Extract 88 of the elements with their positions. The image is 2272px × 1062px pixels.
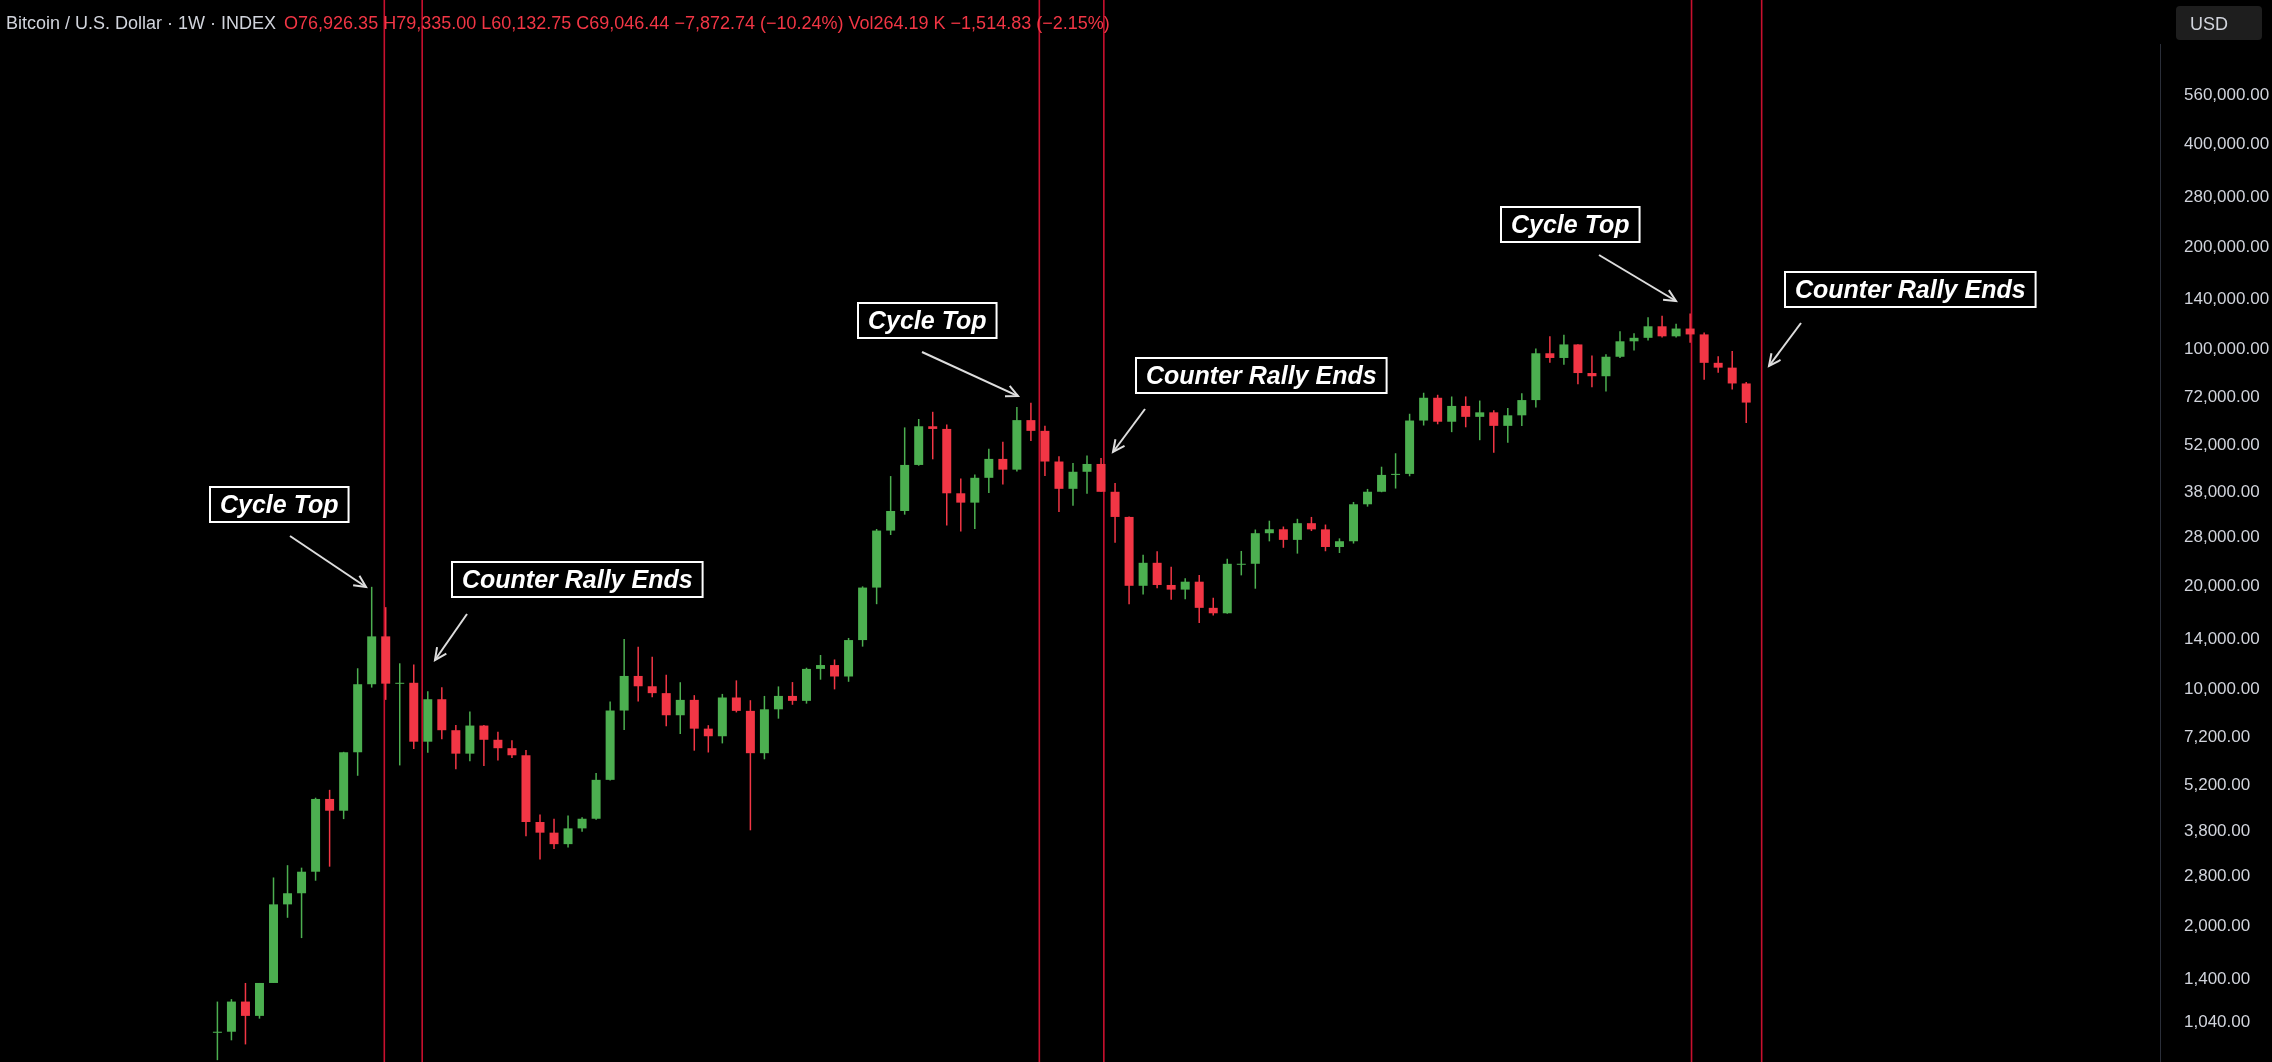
candlestick	[1503, 407, 1513, 444]
candlestick	[479, 724, 489, 767]
candlestick	[1236, 550, 1246, 577]
candlestick	[1433, 394, 1443, 426]
candlestick	[1559, 334, 1569, 366]
candlestick	[1517, 392, 1527, 427]
candlestick	[283, 864, 293, 919]
y-tick-label: 7,200.00	[2184, 726, 2251, 746]
candlestick	[549, 817, 559, 850]
y-tick-label: 400,000.00	[2184, 134, 2270, 154]
candlestick	[1727, 350, 1737, 391]
candlestick	[1264, 519, 1274, 543]
candlestick	[633, 645, 643, 703]
y-tick-label: 20,000.00	[2184, 576, 2260, 596]
candlestick	[787, 681, 797, 706]
candlestick	[1292, 518, 1302, 555]
y-tick-label: 10,000.00	[2184, 678, 2260, 698]
candlestick	[675, 681, 685, 735]
y-tick-label: 38,000.00	[2184, 481, 2260, 501]
y-tick-label: 100,000.00	[2184, 338, 2270, 358]
annotation: Counter Rally Ends	[1146, 361, 1377, 389]
candlestick	[731, 679, 741, 714]
candlestick	[816, 654, 826, 681]
candlestick	[1545, 335, 1555, 364]
candlestick	[1068, 462, 1078, 507]
y-tick-label: 14,000.00	[2184, 628, 2260, 648]
candlestick	[1489, 409, 1499, 454]
y-tick-label: 5,200.00	[2184, 774, 2251, 794]
candlestick	[325, 789, 335, 868]
candlestick	[928, 411, 938, 461]
y-tick-label: 1,040.00	[2184, 1012, 2251, 1032]
candlestick	[1419, 392, 1429, 427]
candlestick	[297, 866, 307, 939]
candlestick	[1082, 454, 1092, 495]
candlestick	[1166, 565, 1176, 601]
candlestick	[1657, 314, 1667, 339]
text: USD	[2190, 14, 2229, 34]
candlestick	[647, 656, 657, 698]
candlestick	[998, 441, 1008, 486]
annotation: Cycle Top	[868, 306, 987, 334]
candlestick	[1152, 550, 1162, 590]
annotation: Counter Rally Ends	[462, 565, 693, 593]
candlestick	[1601, 353, 1611, 393]
y-tick-label: 140,000.00	[2184, 289, 2270, 309]
candlestick	[773, 685, 783, 720]
y-tick-label: 2,800.00	[2184, 866, 2251, 886]
candlestick	[493, 731, 503, 762]
candlestick	[830, 658, 840, 691]
candlestick	[395, 662, 405, 767]
y-tick-label: 3,800.00	[2184, 821, 2251, 841]
candlestick	[1138, 554, 1148, 596]
candlestick	[956, 477, 966, 533]
candlestick	[212, 1000, 222, 1061]
y-tick-label: 560,000.00	[2184, 84, 2270, 104]
candlestick	[1447, 395, 1457, 433]
annotation: Cycle Top	[220, 490, 339, 518]
candlestick	[563, 814, 573, 849]
y-tick-label: 52,000.00	[2184, 435, 2260, 455]
candlestick	[1278, 525, 1288, 549]
candlestick	[1475, 399, 1485, 441]
candlestick	[535, 813, 545, 861]
candlestick	[984, 447, 994, 494]
annotation: Cycle Top	[1511, 210, 1630, 238]
y-tick-label: 200,000.00	[2184, 236, 2270, 256]
y-tick-label: 28,000.00	[2184, 526, 2260, 546]
candlestick	[661, 674, 671, 727]
candlestick	[1615, 330, 1625, 359]
candlestick	[1026, 401, 1036, 442]
candlestick	[240, 982, 250, 1046]
candlestick	[1461, 395, 1471, 429]
candlestick	[703, 724, 713, 754]
candlestick	[1208, 596, 1218, 617]
annotation: Counter Rally Ends	[1795, 275, 2026, 303]
candlestick	[1587, 354, 1597, 389]
candlestick	[1377, 465, 1387, 493]
candlestick	[1741, 381, 1751, 424]
y-tick-label: 2,000.00	[2184, 915, 2251, 935]
y-tick-label: 280,000.00	[2184, 187, 2270, 206]
candlestick	[1391, 452, 1401, 490]
y-tick-label: 1,400.00	[2184, 968, 2251, 988]
candlestick	[1320, 523, 1330, 552]
candlestick	[451, 724, 461, 770]
candlestick	[1643, 316, 1653, 342]
candlestick	[1713, 355, 1723, 374]
candlestick	[886, 475, 896, 536]
candlestick	[1180, 577, 1190, 600]
y-tick-label: 72,000.00	[2184, 387, 2260, 407]
chart-title: Bitcoin / U.S. Dollar · 1W · INDEX	[6, 13, 277, 33]
